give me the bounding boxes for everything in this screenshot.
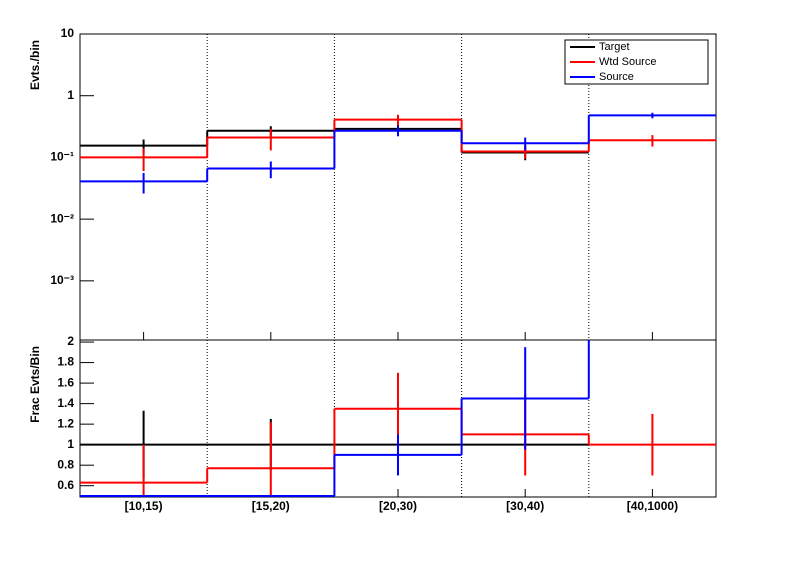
plot-area (80, 112, 716, 194)
x-tick-label: [20,30) (379, 499, 417, 513)
y-tick-label: 0.6 (57, 478, 74, 492)
y-tick-label: 0.8 (57, 457, 74, 471)
legend-label: Target (599, 41, 630, 53)
y-tick-label: 10 (61, 26, 75, 40)
y-tick-label: 1.8 (57, 355, 74, 369)
y-tick-label: 10⁻² (50, 211, 74, 225)
y-tick-label: 1 (67, 437, 74, 451)
x-tick-label: [10,15) (125, 499, 163, 513)
y-tick-label: 1 (67, 88, 74, 102)
legend-label: Wtd Source (599, 56, 656, 68)
y-tick-label: 1.2 (57, 416, 74, 430)
y-axis-title: Evts./bin (28, 40, 42, 90)
y-tick-label: 2 (67, 334, 74, 348)
y-tick-label: 1.6 (57, 375, 74, 389)
x-tick-label: [15,20) (252, 499, 290, 513)
x-tick-label: [40,1000) (627, 499, 678, 513)
legend-label: Source (599, 71, 634, 83)
y-tick-label: 1.4 (57, 396, 74, 410)
y-tick-label: 10⁻¹ (50, 150, 74, 164)
y-tick-label: 10⁻³ (50, 273, 74, 287)
x-tick-label: [30,40) (506, 499, 544, 513)
y-axis-title: Frac Evts/Bin (28, 346, 42, 423)
plot-area (80, 340, 716, 497)
